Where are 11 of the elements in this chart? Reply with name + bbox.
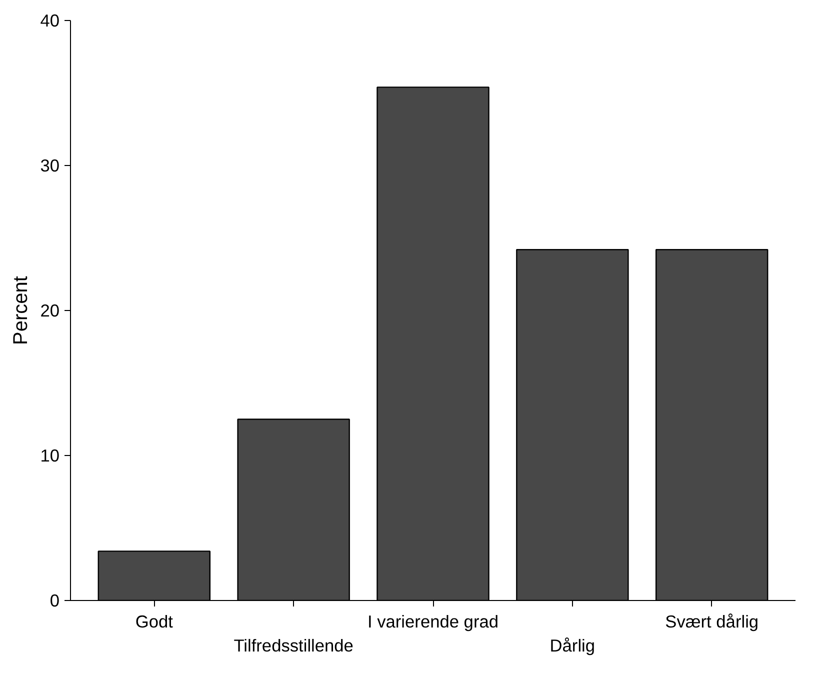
x-tick-label: Godt bbox=[135, 612, 174, 632]
x-tick-label: Tilfredsstillende bbox=[234, 636, 354, 656]
y-tick-label: 0 bbox=[50, 590, 60, 610]
y-tick-label: 30 bbox=[40, 156, 60, 176]
x-tick-label: Dårlig bbox=[550, 636, 596, 656]
y-tick-label: 10 bbox=[40, 446, 60, 466]
y-tick-label: 20 bbox=[40, 300, 60, 320]
x-tick-label: I varierende grad bbox=[368, 612, 499, 632]
x-tick-label: Svært dårlig bbox=[665, 612, 759, 632]
y-tick-label: 40 bbox=[40, 10, 60, 30]
y-axis-title: Percent bbox=[10, 276, 32, 345]
